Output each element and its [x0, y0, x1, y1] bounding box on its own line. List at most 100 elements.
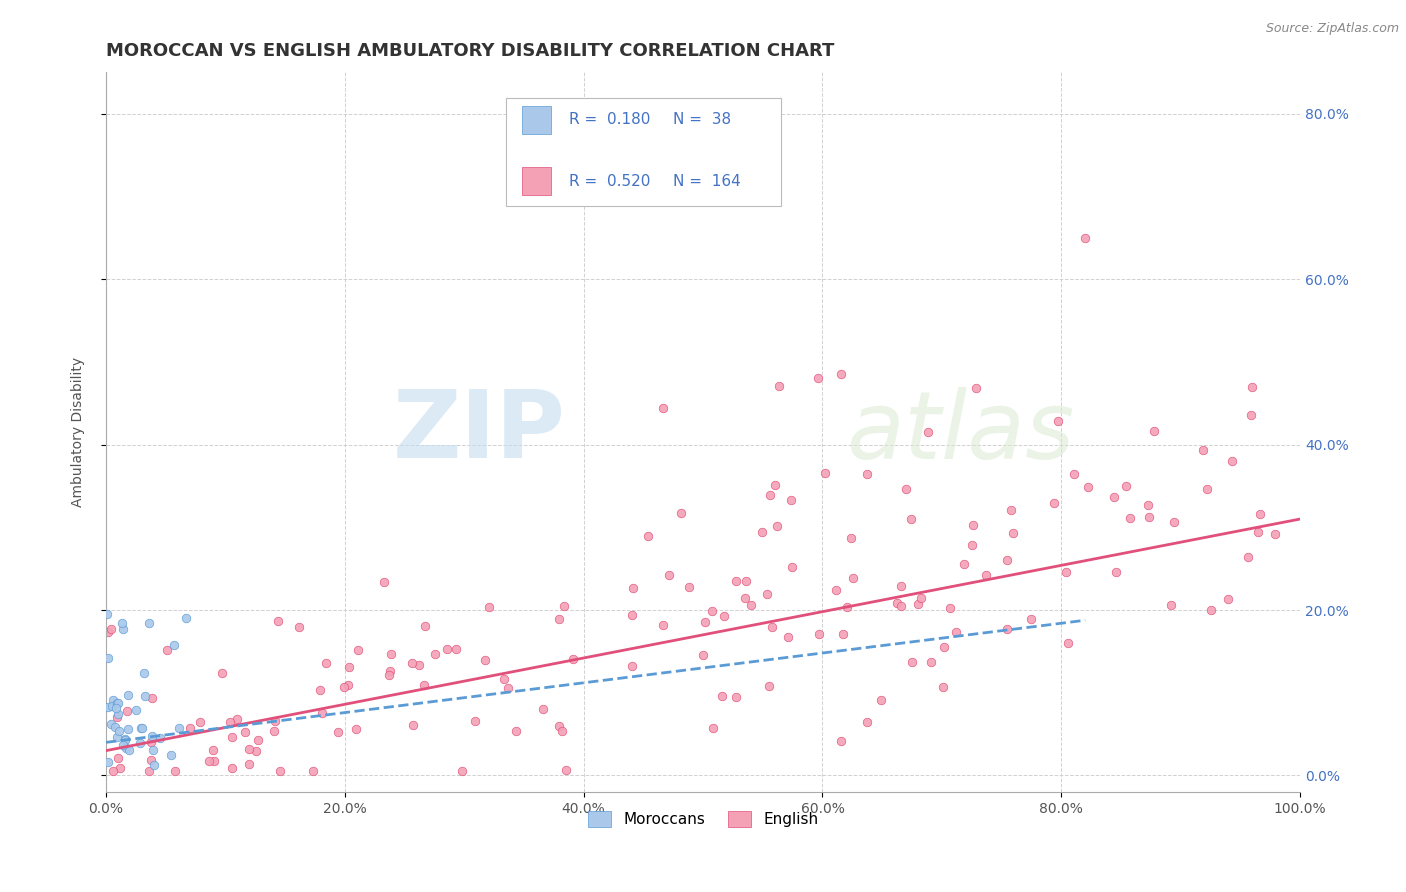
- Text: atlas: atlas: [846, 387, 1074, 478]
- FancyBboxPatch shape: [522, 168, 551, 194]
- Point: [149, 731, 172, 746]
- Point: [1136, 498, 1159, 512]
- Point: [104, 700, 127, 714]
- Point: [114, 740, 136, 755]
- Point: [1077, 480, 1099, 494]
- Point: [547, 719, 569, 733]
- Point: [1043, 496, 1066, 510]
- Point: [373, 575, 395, 590]
- Point: [621, 581, 644, 595]
- Point: [97, 624, 120, 639]
- Point: [900, 512, 922, 526]
- Point: [125, 703, 148, 717]
- Point: [101, 699, 124, 714]
- Point: [107, 751, 129, 765]
- Point: [117, 688, 139, 702]
- Point: [547, 611, 569, 625]
- Point: [225, 712, 247, 726]
- Point: [198, 754, 221, 768]
- Point: [621, 608, 644, 623]
- Point: [855, 467, 877, 482]
- Point: [934, 640, 956, 654]
- Point: [269, 764, 291, 779]
- Point: [169, 721, 191, 735]
- Point: [907, 597, 929, 611]
- Point: [531, 702, 554, 716]
- Point: [105, 710, 128, 724]
- Point: [117, 723, 139, 737]
- Point: [263, 714, 285, 728]
- Point: [814, 466, 837, 480]
- Point: [1137, 509, 1160, 524]
- Point: [245, 743, 267, 757]
- Point: [134, 690, 156, 704]
- Point: [156, 643, 179, 657]
- Point: [450, 764, 472, 779]
- Point: [1118, 511, 1140, 525]
- Point: [111, 622, 134, 636]
- Point: [103, 764, 125, 779]
- Point: [505, 723, 527, 738]
- Text: R =  0.520: R = 0.520: [569, 174, 651, 188]
- Point: [756, 587, 779, 601]
- Point: [894, 483, 917, 497]
- Point: [201, 743, 224, 757]
- Point: [118, 743, 141, 757]
- Point: [97, 651, 120, 665]
- Point: [97, 700, 120, 714]
- Point: [104, 720, 127, 734]
- Point: [221, 761, 243, 775]
- Point: [1241, 380, 1264, 394]
- Point: [763, 477, 786, 491]
- Point: [725, 690, 748, 704]
- Point: [869, 693, 891, 707]
- Point: [402, 718, 425, 732]
- Point: [302, 764, 325, 779]
- Point: [693, 615, 716, 629]
- Point: [1105, 565, 1128, 579]
- Point: [751, 524, 773, 539]
- Point: [188, 714, 211, 729]
- Point: [1264, 527, 1286, 541]
- Point: [380, 647, 402, 661]
- Point: [842, 570, 865, 584]
- Point: [308, 683, 330, 698]
- Point: [621, 659, 644, 673]
- Point: [492, 673, 515, 687]
- Point: [132, 666, 155, 681]
- Point: [107, 707, 129, 722]
- Point: [740, 598, 762, 612]
- Point: [713, 609, 735, 624]
- Point: [658, 567, 681, 582]
- Point: [1054, 565, 1077, 579]
- Point: [962, 518, 984, 533]
- Point: [111, 616, 134, 631]
- Point: [401, 656, 423, 670]
- Point: [652, 617, 675, 632]
- Point: [246, 733, 269, 747]
- Point: [174, 611, 197, 625]
- Point: [758, 679, 780, 693]
- Point: [824, 583, 846, 598]
- Text: R =  0.180: R = 0.180: [569, 112, 651, 128]
- Point: [997, 553, 1019, 567]
- Point: [474, 653, 496, 667]
- Point: [945, 624, 967, 639]
- Point: [830, 367, 852, 381]
- Point: [142, 743, 165, 757]
- Point: [179, 721, 201, 735]
- Point: [436, 641, 458, 656]
- Point: [974, 567, 997, 582]
- Point: [965, 381, 987, 395]
- Point: [380, 664, 402, 678]
- Text: Source: ZipAtlas.com: Source: ZipAtlas.com: [1265, 22, 1399, 36]
- Point: [101, 693, 124, 707]
- Point: [1047, 414, 1070, 428]
- Point: [1201, 603, 1223, 617]
- Text: MOROCCAN VS ENGLISH AMBULATORY DISABILITY CORRELATION CHART: MOROCCAN VS ENGLISH AMBULATORY DISABILIT…: [105, 42, 834, 60]
- Point: [1056, 636, 1078, 650]
- Point: [139, 753, 162, 767]
- Point: [768, 379, 790, 393]
- Point: [910, 591, 932, 605]
- Point: [238, 741, 260, 756]
